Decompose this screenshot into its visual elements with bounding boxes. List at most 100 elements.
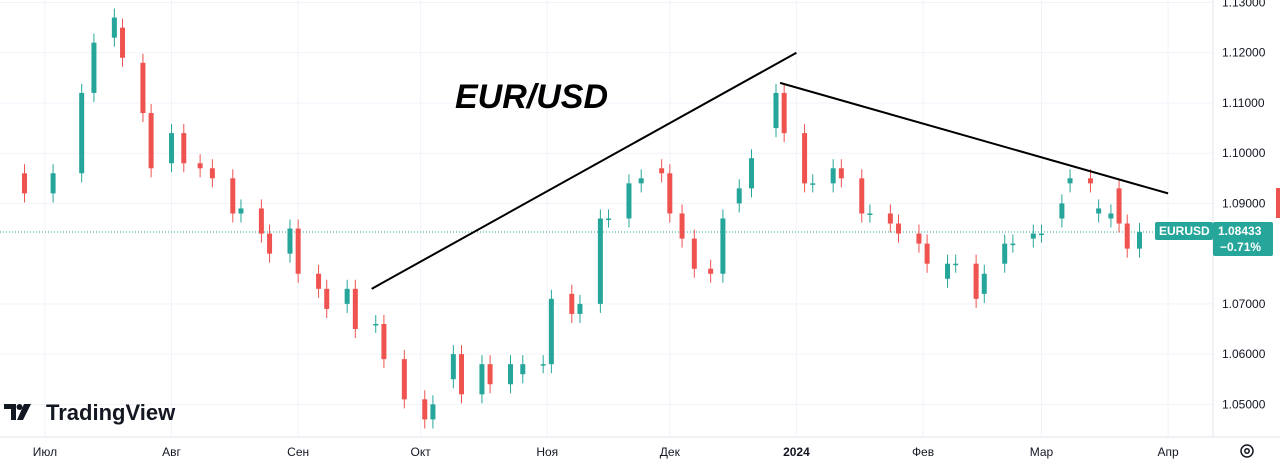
candle-body <box>953 263 959 266</box>
candle[interactable] <box>344 279 350 313</box>
candle[interactable] <box>708 259 714 283</box>
candle[interactable] <box>1116 179 1122 233</box>
candle[interactable] <box>197 154 203 178</box>
candle-body <box>352 288 358 330</box>
candle[interactable] <box>1002 234 1008 273</box>
price-axis[interactable]: 1.13000 1.12000 1.11000 1.10000 1.09000 1.070… <box>1222 0 1266 411</box>
candle[interactable] <box>22 164 28 203</box>
candle[interactable] <box>209 159 215 188</box>
candle[interactable] <box>479 355 485 404</box>
candle[interactable] <box>548 289 554 374</box>
candle[interactable] <box>691 229 697 278</box>
candle[interactable] <box>487 355 493 394</box>
candle[interactable] <box>1124 214 1130 258</box>
candle[interactable] <box>540 355 546 374</box>
candle[interactable] <box>896 214 902 243</box>
candle[interactable] <box>181 124 187 173</box>
candle[interactable] <box>810 174 816 193</box>
tradingview-logo[interactable]: TradingView <box>4 400 176 425</box>
candle-body <box>597 218 603 304</box>
candle[interactable] <box>450 345 456 389</box>
candle[interactable] <box>1010 234 1016 253</box>
candle[interactable] <box>1038 224 1044 243</box>
trendline[interactable] <box>779 81 1169 195</box>
candle[interactable] <box>973 254 979 308</box>
candle[interactable] <box>459 345 465 404</box>
gear-icon[interactable] <box>1240 444 1254 458</box>
candle[interactable] <box>295 219 301 283</box>
candle-body <box>708 268 714 274</box>
candle[interactable] <box>867 204 873 223</box>
candle-body <box>626 183 632 219</box>
candle[interactable] <box>748 149 754 198</box>
candle[interactable] <box>508 355 514 394</box>
candle[interactable] <box>924 234 930 273</box>
candle[interactable] <box>91 33 97 102</box>
candle[interactable] <box>120 18 126 67</box>
candle[interactable] <box>577 294 583 323</box>
candle[interactable] <box>1096 199 1102 223</box>
candle[interactable] <box>79 83 85 183</box>
candle[interactable] <box>422 390 428 429</box>
candle[interactable] <box>569 284 575 323</box>
time-axis[interactable]: Июл Авг Сен Окт Ноя Дек 2024 Фев Мар Апр <box>33 445 1179 459</box>
candle[interactable] <box>859 169 865 223</box>
candle[interactable] <box>148 103 154 178</box>
candle[interactable] <box>1030 224 1036 248</box>
candle[interactable] <box>140 53 146 123</box>
side-edge-marker <box>1276 188 1280 218</box>
candle[interactable] <box>953 254 959 273</box>
candle[interactable] <box>1136 223 1142 258</box>
y-tick-label: 1.06000 <box>1222 347 1266 361</box>
candle[interactable] <box>606 209 612 228</box>
candle[interactable] <box>430 395 436 429</box>
candle[interactable] <box>50 164 56 203</box>
candle-body <box>238 208 244 214</box>
candle[interactable] <box>1059 194 1065 228</box>
candle[interactable] <box>638 169 644 193</box>
candle[interactable] <box>1108 204 1114 228</box>
candle-body <box>736 188 742 204</box>
candle[interactable] <box>111 8 117 47</box>
candle[interactable] <box>838 159 844 188</box>
candle[interactable] <box>781 83 787 143</box>
candle[interactable] <box>169 124 175 173</box>
candle[interactable] <box>720 209 726 283</box>
candle[interactable] <box>679 204 685 248</box>
candle[interactable] <box>887 204 893 233</box>
candle[interactable] <box>1067 169 1073 193</box>
candle[interactable] <box>381 314 387 369</box>
trendline[interactable] <box>371 51 797 290</box>
candle[interactable] <box>626 174 632 228</box>
candle-body <box>324 288 330 309</box>
candle[interactable] <box>667 164 673 223</box>
candle-body <box>1116 188 1122 224</box>
candle-body <box>1059 203 1065 219</box>
candle-body <box>267 233 273 254</box>
candle[interactable] <box>230 169 236 223</box>
candle[interactable] <box>659 159 665 183</box>
candle[interactable] <box>316 264 322 298</box>
candle-body <box>169 133 175 164</box>
candle[interactable] <box>258 199 264 243</box>
candle[interactable] <box>736 179 742 213</box>
candle[interactable] <box>981 264 987 303</box>
candle-body <box>1136 232 1142 249</box>
tradingview-logo-text: TradingView <box>46 400 176 425</box>
candle[interactable] <box>238 199 244 223</box>
candle[interactable] <box>401 350 407 409</box>
candle[interactable] <box>520 355 526 384</box>
candle[interactable] <box>830 159 836 193</box>
x-tick-label: Июл <box>33 445 57 459</box>
candle[interactable] <box>802 124 808 193</box>
candle[interactable] <box>373 314 379 334</box>
candle[interactable] <box>916 224 922 253</box>
candle[interactable] <box>324 279 330 318</box>
candle[interactable] <box>945 254 951 288</box>
candle[interactable] <box>597 209 603 313</box>
candle[interactable] <box>267 224 273 263</box>
candle[interactable] <box>287 219 293 263</box>
candle[interactable] <box>352 279 358 339</box>
candle[interactable] <box>1087 169 1093 193</box>
candle[interactable] <box>773 83 779 138</box>
